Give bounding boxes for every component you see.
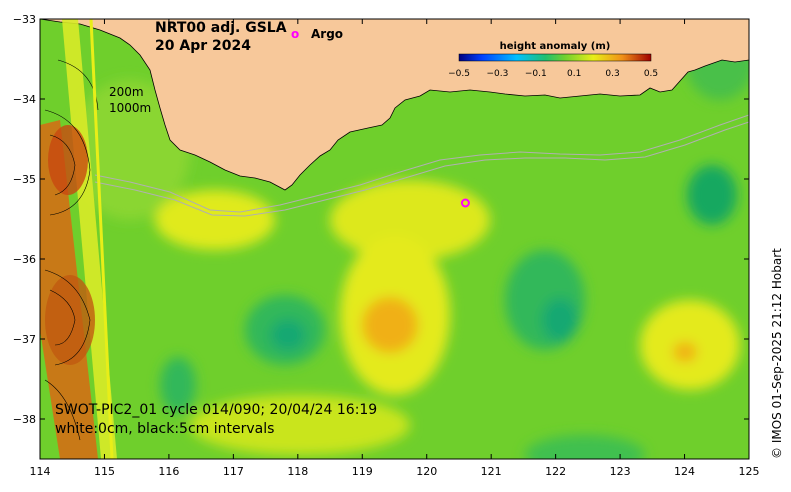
anomaly-patch-low-6 [160, 357, 196, 413]
bathymetry-1000m-contour [94, 121, 749, 217]
swot-swath [40, 19, 117, 459]
y-axis: −33 −34 −35 −36 −37 −38 [13, 13, 749, 426]
anomaly-patch-orange-mid [362, 297, 418, 353]
x-tick-label: 120 [416, 465, 437, 478]
argo-legend-label: Argo [311, 27, 343, 41]
swot-contour-3 [44, 269, 91, 366]
colorbar-tick-label: −0.1 [525, 69, 547, 79]
map-title-line2: 20 Apr 2024 [155, 38, 251, 54]
x-tick-label: 122 [545, 465, 566, 478]
y-tick-label: −38 [13, 413, 36, 426]
y-tick-label: −35 [13, 173, 36, 186]
x-tick-label: 115 [94, 465, 115, 478]
map-plot-area[interactable] [40, 19, 755, 475]
y-tick-label: −34 [13, 93, 36, 106]
colorbar-tick-label: 0.1 [567, 69, 581, 79]
anomaly-patch-low-4 [542, 298, 578, 342]
colorbar-gradient [458, 53, 652, 62]
colorbar-title: height anomaly (m) [500, 41, 611, 52]
anomaly-patch-yellow-south [190, 395, 410, 455]
land-mass [40, 19, 749, 191]
x-tick-label: 118 [287, 465, 308, 478]
colorbar-ticks: −0.5 −0.3 −0.1 0.1 0.3 0.5 [448, 69, 658, 79]
swot-contour-4 [49, 289, 76, 346]
anomaly-patch-low-2 [270, 319, 306, 351]
swot-contour-5 [57, 59, 99, 111]
credit-text: © IMOS 01-Sep-2025 21:12 Hobart [770, 248, 784, 459]
colorbar-tick-label: 0.5 [644, 69, 658, 79]
swot-contour-2 [44, 109, 91, 216]
swot-info-line1: SWOT-PIC2_01 cycle 014/090; 20/04/24 16:… [55, 402, 377, 418]
swot-swath-high-1 [48, 125, 88, 195]
plot-frame [39, 18, 750, 460]
y-tick-label: −37 [13, 333, 36, 346]
x-axis: 114 115 116 117 118 119 120 121 122 123 124 125 [30, 19, 760, 478]
swot-swath-high-2 [45, 275, 95, 365]
y-tick-label: −36 [13, 253, 36, 266]
x-tick-label: 123 [610, 465, 631, 478]
swot-info-line2: white:0cm, black:5cm intervals [55, 421, 274, 437]
colorbar: height anomaly (m) −0.5 −0.3 −0.1 0.1 0.3 0.5 [448, 41, 658, 79]
x-tick-label: 119 [352, 465, 373, 478]
x-tick-label: 125 [739, 465, 760, 478]
colorbar-tick-label: −0.3 [486, 69, 508, 79]
map-title-line1: NRT00 adj. GSLA [155, 20, 287, 36]
x-tick-label: 116 [158, 465, 179, 478]
anomaly-patch-low-7 [525, 435, 645, 459]
swot-nadir-line [89, 19, 114, 459]
contour-label-200m: 200m [109, 85, 144, 99]
x-tick-label: 117 [223, 465, 244, 478]
x-tick-label: 121 [481, 465, 502, 478]
argo-float-marker[interactable] [460, 198, 470, 208]
colorbar-tick-label: 0.3 [605, 69, 619, 79]
y-tick-label: −33 [13, 13, 36, 26]
swot-contour-6 [44, 379, 81, 441]
colorbar-tick-label: −0.5 [448, 69, 470, 79]
anomaly-patch-orange-east [673, 342, 697, 362]
x-tick-label: 124 [674, 465, 695, 478]
anomaly-patch-yellow-center [330, 180, 490, 260]
contour-label-1000m: 1000m [109, 101, 151, 115]
bathymetry-200m-contour [94, 114, 749, 213]
anomaly-patch-yellow-west [155, 190, 275, 250]
argo-legend-symbol: o [291, 27, 299, 41]
swot-contour-1 [49, 134, 76, 196]
anomaly-patch-low-5 [687, 165, 737, 225]
x-tick-label: 114 [30, 465, 51, 478]
